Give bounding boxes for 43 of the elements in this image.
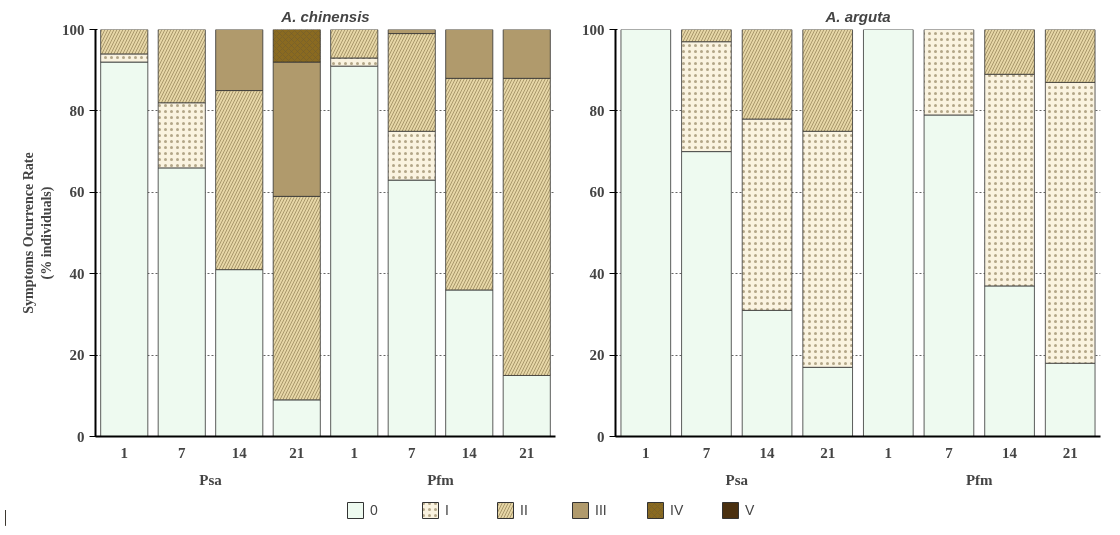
y-tick-label: 40 [589, 265, 605, 282]
text: Psa [199, 471, 223, 488]
legend-label: V [745, 502, 756, 518]
x-tick-label: 21 [820, 444, 836, 461]
y-tick-label: 60 [589, 184, 605, 201]
x-tick-label: 1 [120, 444, 128, 461]
x-tick-label: 14 [759, 444, 776, 461]
x-tick-label: 14 [231, 444, 248, 461]
y-tick-label: 100 [582, 21, 605, 38]
legend-label: I [445, 502, 450, 518]
chart-title: A. arguta [824, 7, 891, 25]
x-tick-label: 21 [1062, 444, 1078, 461]
y-tick-label: 20 [69, 347, 85, 364]
x-tick-label: 1 [642, 444, 650, 461]
x-tick-label: 21 [519, 444, 535, 461]
text: Psa [725, 471, 749, 488]
chart-title: A. chinensis [280, 7, 370, 25]
legend-label: 0 [370, 502, 379, 518]
legend-label: II [520, 502, 529, 518]
x-tick-label: 14 [1002, 444, 1018, 461]
y-axis-title: Symptoms Ocurrence Rate (% individuals) [21, 152, 55, 314]
x-tick-label: 7 [945, 444, 954, 461]
y-tick-label: 0 [597, 428, 605, 445]
bar [863, 29, 914, 437]
text: Pfm [965, 471, 994, 488]
x-tick-label: 7 [178, 444, 186, 461]
bar [620, 29, 672, 437]
text: Pfm [427, 471, 455, 488]
legend-label: IV [670, 502, 685, 518]
y-tick-label: 80 [69, 102, 85, 119]
legend-label: III [595, 502, 608, 518]
x-tick-label: 1 [350, 444, 358, 461]
y-tick-label: 20 [589, 347, 605, 364]
y-tick-label: 60 [69, 184, 85, 201]
x-tick-label: 21 [289, 444, 305, 461]
y-tick-label: 40 [69, 265, 85, 282]
y-tick-label: 100 [62, 21, 85, 38]
x-tick-label: 7 [408, 444, 416, 461]
y-tick-label: 0 [77, 428, 85, 445]
x-tick-label: 7 [702, 444, 711, 461]
y-tick-label: 80 [589, 102, 605, 119]
x-tick-label: 1 [884, 444, 893, 461]
x-tick-label: 14 [461, 444, 478, 461]
